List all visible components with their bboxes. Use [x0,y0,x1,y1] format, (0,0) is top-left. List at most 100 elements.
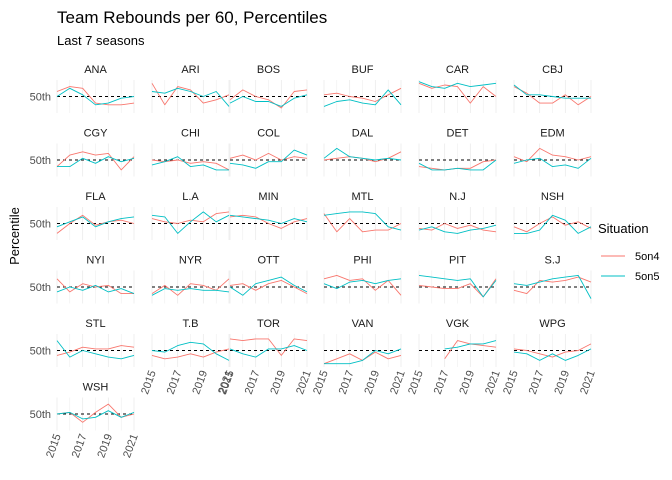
series-line-5on4 [56,151,135,171]
series-line-5on5 [513,348,592,361]
series-line-5on5 [229,345,308,358]
y-axis-label: Percentile [7,207,22,265]
chart-title: Team Rebounds per 60, Percentiles [57,8,327,27]
y-tick-label: 50th [30,282,51,294]
series-line-5on5 [418,81,497,89]
x-tick-label: 2019 [362,369,382,396]
facet-panel: S.J [513,255,592,304]
series-line-5on4 [56,86,135,106]
facet-panel: CHI [151,128,230,177]
series-line-5on4 [229,152,308,161]
x-tick-label: 2015 [406,369,426,396]
series-line-5on5 [323,211,402,231]
series-line-5on5 [324,348,402,365]
x-tick-label: 2017 [165,369,185,396]
chart-subtitle: Last 7 seasons [57,33,145,48]
x-tick-label: 2015 [311,369,331,396]
panel-strip-label: DAL [352,128,373,140]
series-line-5on4 [229,338,308,356]
y-tick-label: 50th [30,409,51,421]
facet-panel: PHI [323,255,402,304]
facet-panel: CGY 50th [30,128,135,177]
facet-panel: N.J [418,191,497,240]
series-line-5on5 [56,410,135,420]
series-line-5on5 [151,341,230,361]
series-line-5on5 [151,87,230,107]
facet-panel: DAL [323,128,402,177]
facet-panel: BUF [323,64,402,113]
x-tick-label: 2015 [217,369,237,396]
y-tick-label: 50th [30,155,51,167]
y-tick-label: 50th [30,219,51,231]
panel-strip-label: NYI [86,255,104,267]
x-tick-label: 2017 [337,369,357,396]
x-tick-label: 2015 [501,369,521,396]
panel-strip-label: MIN [258,191,278,203]
series-line-5on5 [151,288,230,296]
series-line-5on5 [323,89,402,107]
legend: Situation 5on4 5on5 [598,221,659,283]
series-line-5on4 [151,348,230,360]
x-tick-label: 2015 [139,369,159,396]
panel-strip-label: ANA [84,64,107,76]
facet-panel: EDM [513,128,592,177]
series-line-5on4 [513,216,592,233]
series-line-5on5 [513,274,592,299]
panel-strip-label: CHI [181,128,200,140]
series-line-5on5 [513,157,592,169]
x-tick-label: 2017 [70,432,90,459]
facet-panel: ARI [151,64,230,113]
facet-panel: MTL [323,191,402,240]
facet-panel: CAR [418,64,497,113]
series-line-5on4 [229,214,308,229]
series-line-5on5 [56,340,135,360]
facet-panel: WPG 2015 2017 2019 2021 [501,318,598,396]
legend-title: Situation [598,221,649,236]
facet-panel: MIN [229,191,308,240]
y-tick-label: 50th [30,92,51,104]
facet-panel: NSH [513,191,592,240]
x-tick-label: 2021 [483,369,503,396]
series-line-5on5 [418,274,497,298]
panel-strip-label: T.B [183,318,199,330]
series-line-5on5 [514,214,592,234]
series-line-5on5 [57,156,135,168]
panel-strip-label: EDM [540,128,564,140]
series-line-5on4 [229,89,308,109]
series-line-5on5 [229,149,308,169]
x-tick-label: 2021 [388,369,408,396]
panel-strip-label: WSH [83,382,109,394]
series-line-5on5 [418,224,497,234]
facet-panel: PIT [418,255,497,304]
panel-strip-label: COL [257,128,280,140]
x-tick-label: 2017 [243,369,263,396]
facet-panel: STL 50th [30,318,135,367]
series-line-5on4 [56,278,134,295]
panel-strip-label: L.A [182,191,199,203]
facet-panel: FLA 50th [30,191,135,240]
series-line-5on4 [513,276,592,295]
series-line-5on4 [323,213,402,233]
series-line-5on5 [56,284,135,295]
panel-strip-label: OTT [258,255,280,267]
facet-panel: VAN 2015 2017 2019 2021 [311,318,408,396]
facet-panel: ANA 50th [30,64,135,113]
series-line-5on4 [513,86,592,106]
series-line-5on5 [56,216,135,228]
panel-strip-label: ARI [181,64,199,76]
panel-strip-label: N.J [449,191,466,203]
series-line-5on5 [323,147,402,161]
series-line-5on4 [151,83,230,106]
panel-strip-label: CBJ [542,64,563,76]
panel-strip-label: DET [447,128,469,140]
panel-strip-label: CGY [84,128,109,140]
x-tick-label: 2019 [95,432,115,459]
series-line-5on5 [229,94,308,107]
panel-strip-label: WPG [539,318,565,330]
series-line-5on5 [513,84,591,99]
series-line-5on4 [323,87,402,102]
panel-strip-label: S.J [545,255,561,267]
panel-strip-label: PIT [449,255,466,267]
panel-strip-label: PHI [353,255,371,267]
